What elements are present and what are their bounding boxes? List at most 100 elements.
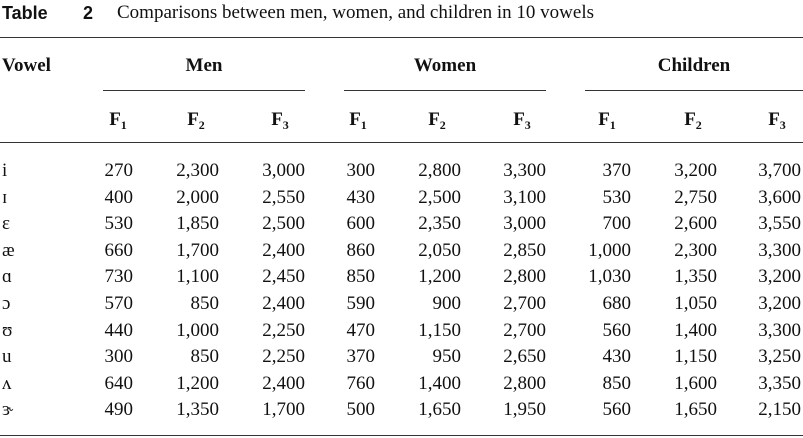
value-cell: 3,300 [758,239,801,261]
value-cell: 3,200 [758,293,801,314]
value-cell: 700 [602,213,632,235]
value-cell: 3,000 [503,213,546,235]
subscript-base: F [187,109,199,130]
column-header: F1 [567,108,647,132]
value-cell: 730 [104,266,134,288]
value-cell: 2,650 [503,346,546,368]
value-cell: 560 [602,319,632,341]
value-cell: 2,800 [503,266,546,288]
vowel-cell: ɔ [2,293,11,314]
value-cell: 590 [346,293,376,314]
value-cell: 1,200 [418,266,461,288]
value-cell: 1,700 [176,239,219,261]
value-cell: 430 [346,186,376,208]
column-header: F3 [737,108,803,132]
subscript: 2 [695,118,702,132]
value-cell: 2,500 [418,186,461,208]
subscript: 1 [360,118,367,132]
value-cell: 430 [602,346,632,368]
value-cell: 370 [602,160,632,181]
column-header: F1 [318,108,398,132]
value-cell: 2,850 [503,239,546,261]
top-rule [0,37,803,38]
value-cell: 2,450 [262,266,305,288]
value-cell: 680 [602,293,632,314]
subscript: 3 [779,118,786,132]
subscript: 3 [524,118,531,132]
vowel-cell: ʊ [2,319,13,341]
value-cell: 3,250 [758,346,801,368]
value-cell: 760 [346,372,376,394]
subscript: 1 [120,118,127,132]
value-cell: 2,600 [674,213,717,235]
column-header: F2 [397,108,477,132]
value-cell: 560 [602,399,632,421]
table-caption: Comparisons between men, women, and chil… [117,2,595,23]
value-cell: 2,400 [262,293,305,314]
value-cell: 300 [346,160,376,181]
table-number: 2 [83,3,94,23]
value-cell: 1,600 [674,372,717,394]
subscript-base: F [598,109,610,130]
value-cell: 850 [190,293,220,314]
value-cell: 3,100 [503,186,546,208]
subscript-base: F [349,109,361,130]
vowel-cell: æ [2,239,15,261]
subscript-base: F [271,109,283,130]
stub-header: Vowel [2,55,51,76]
value-cell: 3,600 [758,186,801,208]
value-cell: 270 [104,160,134,181]
value-cell: 2,150 [758,399,801,421]
value-cell: 1,030 [588,266,631,288]
value-cell: 300 [104,346,134,368]
value-cell: 1,050 [674,293,717,314]
vowel-cell: i [2,160,8,181]
value-cell: 850 [190,346,220,368]
column-header: F1 [78,108,158,132]
group-rule [344,90,546,91]
value-cell: 660 [104,239,134,261]
value-cell: 1,000 [176,319,219,341]
subscript: 1 [609,118,616,132]
value-cell: 400 [104,186,134,208]
group-header: Women [413,55,477,76]
value-cell: 440 [104,319,134,341]
value-cell: 2,300 [176,160,219,181]
value-cell: 950 [432,346,462,368]
value-cell: 2,800 [418,160,461,181]
value-cell: 370 [346,346,376,368]
value-cell: 1,700 [262,399,305,421]
subscript: 2 [198,118,205,132]
vowel-cell: ɝ [2,399,14,421]
group-header: Children [657,55,731,76]
value-cell: 2,700 [503,293,546,314]
value-cell: 3,550 [758,213,801,235]
value-cell: 2,050 [418,239,461,261]
value-cell: 2,800 [503,372,546,394]
value-cell: 1,650 [674,399,717,421]
value-cell: 2,350 [418,213,461,235]
value-cell: 3,300 [758,319,801,341]
group-rule [585,90,803,91]
value-cell: 1,850 [176,213,219,235]
value-cell: 1,400 [418,372,461,394]
subscript-base: F [768,109,780,130]
value-cell: 570 [104,293,134,314]
subscript: 2 [439,118,446,132]
value-cell: 1,150 [418,319,461,341]
value-cell: 1,100 [176,266,219,288]
value-cell: 2,700 [503,319,546,341]
value-cell: 3,200 [758,266,801,288]
group-header: Men [185,55,223,76]
value-cell: 2,400 [262,239,305,261]
value-cell: 3,350 [758,372,801,394]
value-cell: 490 [104,399,134,421]
value-cell: 2,400 [262,372,305,394]
value-cell: 1,400 [674,319,717,341]
value-cell: 1,150 [674,346,717,368]
value-cell: 3,300 [503,160,546,181]
bottom-rule [0,435,803,436]
value-cell: 1,650 [418,399,461,421]
table-label: Table [2,3,48,23]
